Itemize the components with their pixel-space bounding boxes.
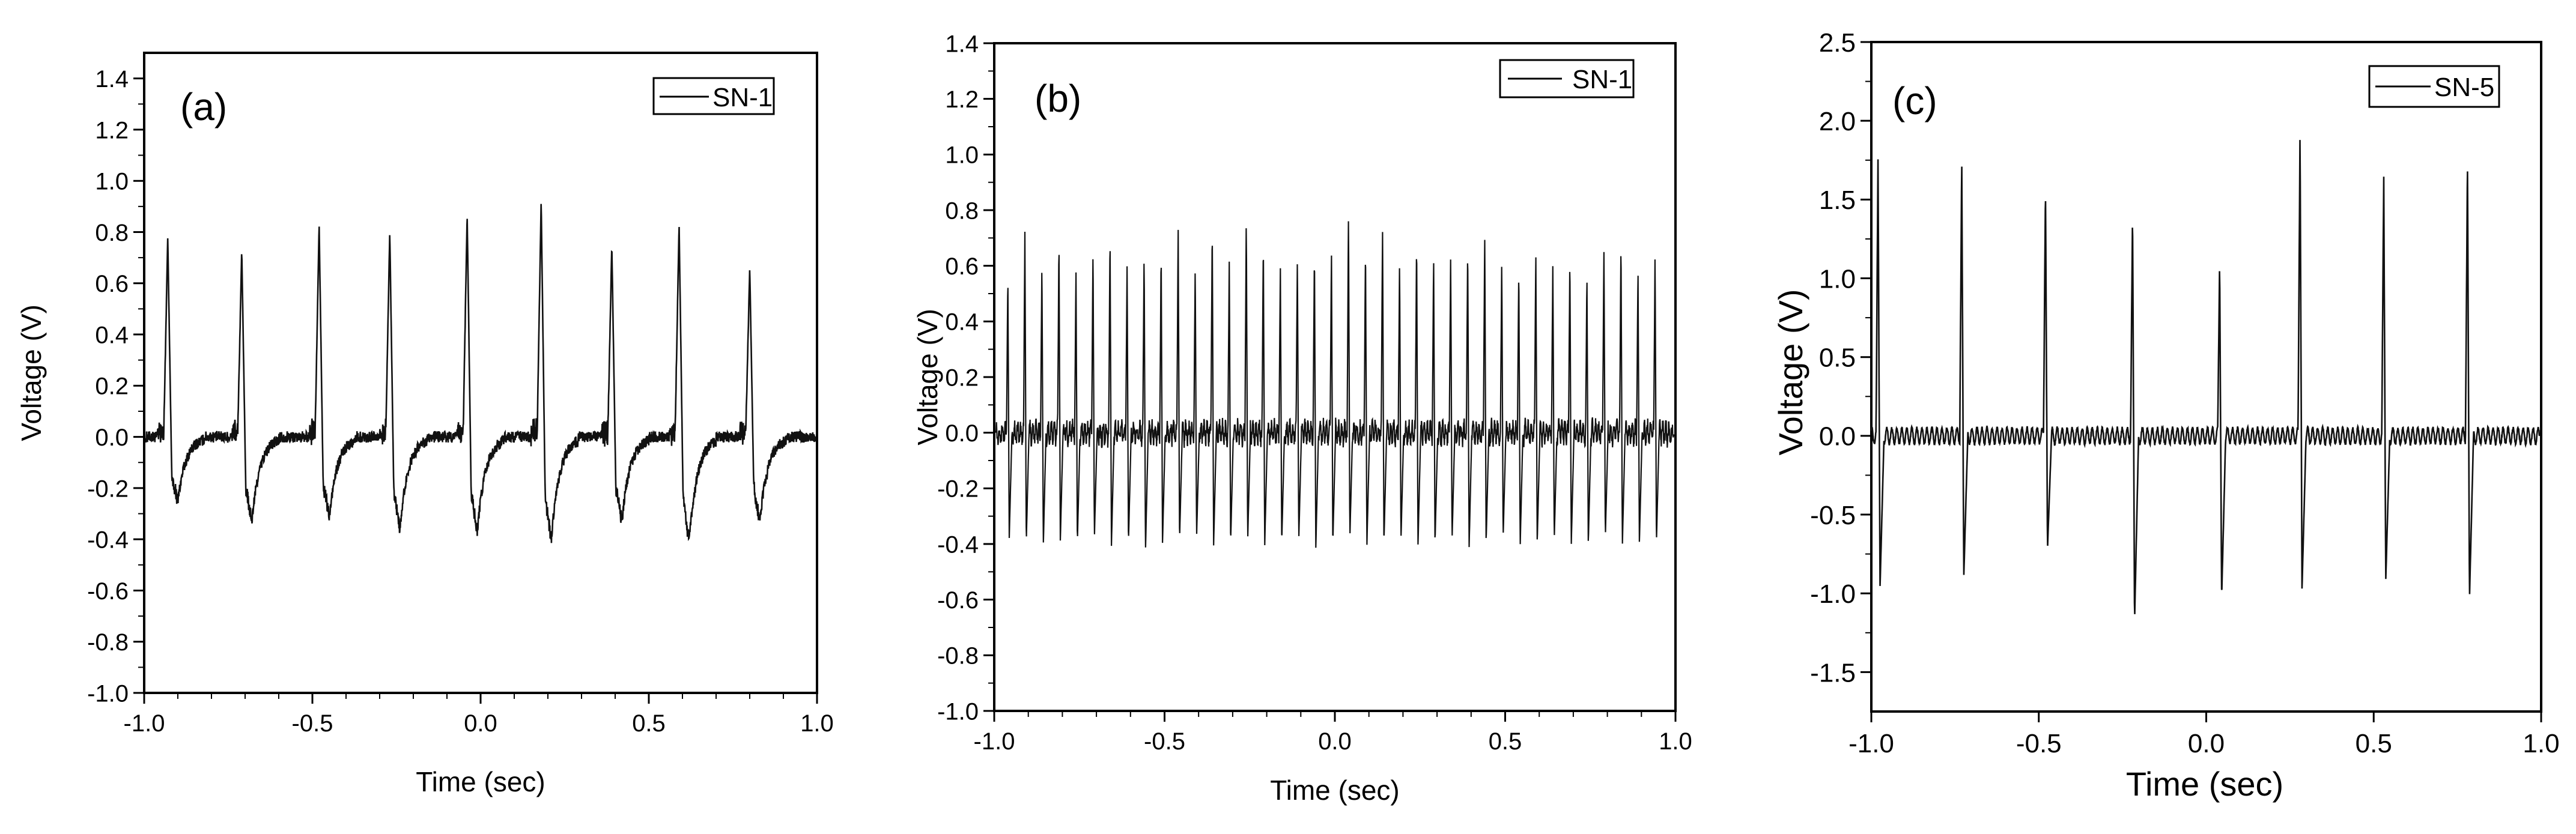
x-tick-label-b: -1.0 — [974, 728, 1015, 755]
x-tick-label-a: 1.0 — [800, 710, 834, 737]
legend-b: SN-1 — [1499, 59, 1635, 98]
signal-line-b — [995, 221, 1675, 548]
y-tick-label-b: -0.2 — [937, 476, 979, 503]
signal-line-c — [1870, 140, 2541, 614]
x-tick-label-a: 0.5 — [632, 710, 666, 737]
plot-frame-b — [993, 42, 1677, 712]
legend-label-b: SN-1 — [1572, 65, 1632, 94]
x-tick-label-b: -0.5 — [1144, 728, 1185, 755]
y-axis-b: -1.0 -0.8 -0.6 -0.4 -0.2 0.0 0.2 0.4 0.6 0.8 1.0 1.… — [937, 31, 994, 725]
y-tick-label-a: 0.2 — [95, 373, 129, 400]
y-tick-label-a: -0.4 — [87, 527, 129, 554]
x-tick-label-b: 0.5 — [1489, 728, 1522, 755]
x-axis-c: -1.0 -0.5 0.0 0.5 1.0 — [1848, 712, 2560, 758]
y-tick-label-b: 0.4 — [945, 309, 979, 336]
y-tick-label-b: -1.0 — [937, 698, 979, 725]
y-axis-a: -1.0 -0.8 -0.6 -0.4 -0.2 0.0 0.2 0.4 0.6 0.8 1.0 1.… — [87, 66, 144, 707]
y-tick-label-c: 1.5 — [1819, 186, 1856, 215]
y-tick-label-c: 1.0 — [1819, 264, 1856, 294]
legend-c: SN-5 — [2368, 65, 2500, 108]
y-axis-title-c: Voltage (V) — [1772, 289, 1809, 455]
y-tick-label-a: 0.0 — [95, 425, 129, 451]
y-tick-label-b: 0.8 — [945, 198, 979, 224]
y-tick-label-a: -0.2 — [87, 476, 129, 502]
plot-frame-c — [1870, 41, 2542, 713]
y-tick-label-b: 0.2 — [945, 364, 979, 391]
legend-a: SN-1 — [652, 77, 775, 115]
signal-line-a — [145, 204, 816, 543]
panel-label-a: (a) — [180, 85, 227, 128]
x-tick-label-a: -1.0 — [124, 710, 165, 737]
y-tick-label-b: 1.0 — [945, 142, 979, 169]
x-tick-label-a: 0.0 — [464, 710, 497, 737]
x-tick-label-c: 0.0 — [2188, 729, 2225, 758]
x-tick-label-a: -0.5 — [292, 710, 333, 737]
y-tick-label-b: -0.8 — [937, 643, 979, 669]
y-tick-label-b: -0.6 — [937, 587, 979, 614]
panel-a: -1.0 -0.8 -0.6 -0.4 -0.2 0.0 0.2 0.4 0.6 0.8 1.0 1.… — [16, 52, 834, 797]
y-tick-label-c: 2.0 — [1819, 107, 1856, 136]
y-tick-label-c: -1.0 — [1810, 579, 1856, 609]
y-tick-label-a: 0.6 — [95, 271, 129, 297]
y-tick-label-a: -0.8 — [87, 629, 129, 656]
panel-label-b: (b) — [1034, 77, 1081, 120]
y-tick-label-a: -0.6 — [87, 578, 129, 605]
y-tick-label-b: 1.4 — [945, 31, 979, 57]
y-tick-label-a: 0.4 — [95, 322, 129, 348]
y-tick-label-c: -1.5 — [1810, 658, 1856, 687]
y-tick-label-c: 0.0 — [1819, 422, 1856, 452]
x-axis-b: -1.0 -0.5 0.0 0.5 1.0 — [974, 711, 1692, 755]
y-axis-title-b: Voltage (V) — [912, 309, 943, 446]
y-tick-label-a: 1.2 — [95, 117, 129, 144]
panel-label-c: (c) — [1892, 79, 1937, 122]
x-tick-label-c: 1.0 — [2523, 729, 2559, 758]
y-tick-label-a: 1.4 — [95, 66, 129, 92]
plot-frame-a — [143, 52, 818, 694]
y-tick-label-c: 2.5 — [1819, 28, 1856, 58]
y-tick-label-a: 0.8 — [95, 220, 129, 246]
x-tick-label-b: 1.0 — [1659, 728, 1692, 755]
x-axis-title-c: Time (sec) — [2126, 765, 2283, 803]
x-axis-a: -1.0 -0.5 0.0 0.5 1.0 — [124, 693, 834, 737]
y-axis-title-a: Voltage (V) — [16, 304, 47, 441]
x-tick-label-c: 0.5 — [2356, 729, 2392, 758]
x-tick-label-c: -1.0 — [1848, 729, 1894, 758]
y-tick-label-b: 0.0 — [945, 420, 979, 447]
y-tick-label-a: -1.0 — [87, 680, 129, 707]
panel-c: -1.5 -1.0 -0.5 0.0 0.5 1.0 1.5 2.0 2.5 -1.0 -0.5 0… — [1772, 28, 2560, 803]
x-axis-title-a: Time (sec) — [416, 766, 545, 797]
legend-label-c: SN-5 — [2434, 73, 2494, 102]
y-axis-c: -1.5 -1.0 -0.5 0.0 0.5 1.0 1.5 2.0 2.5 — [1810, 28, 1871, 687]
y-tick-label-b: 1.2 — [945, 86, 979, 113]
y-tick-label-a: 1.0 — [95, 169, 129, 195]
y-tick-label-b: -0.4 — [937, 531, 979, 558]
legend-label-a: SN-1 — [712, 83, 773, 112]
x-tick-label-c: -0.5 — [2016, 729, 2062, 758]
x-tick-label-b: 0.0 — [1318, 728, 1352, 755]
y-tick-label-b: 0.6 — [945, 253, 979, 280]
y-tick-label-c: 0.5 — [1819, 343, 1856, 373]
x-axis-title-b: Time (sec) — [1270, 775, 1400, 806]
panel-b: -1.0 -0.8 -0.6 -0.4 -0.2 0.0 0.2 0.4 0.6 0.8 1.0 1.… — [912, 31, 1692, 806]
y-tick-label-c: -0.5 — [1810, 501, 1856, 530]
